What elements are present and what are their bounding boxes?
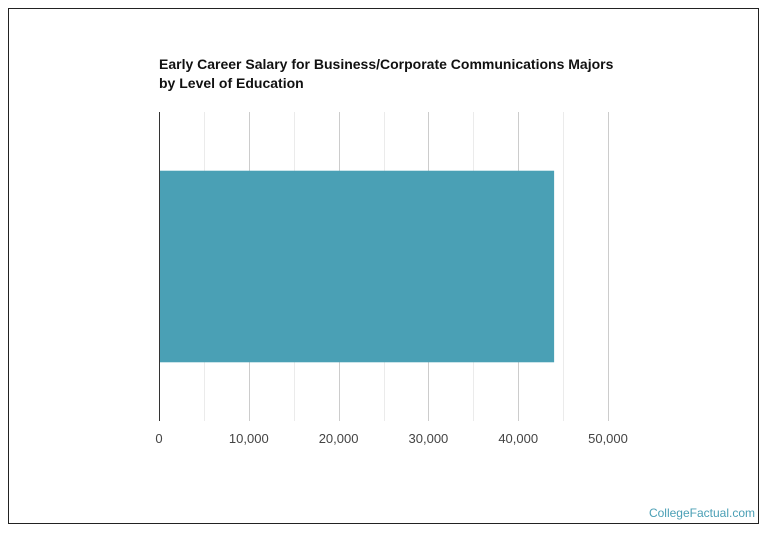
watermark-text[interactable]: CollegeFactual.com	[648, 506, 755, 520]
chart-title: Early Career Salary for Business/Corpora…	[159, 56, 614, 91]
x-tick-label-1: 10,000	[229, 431, 269, 446]
x-tick-label-5: 50,000	[588, 431, 628, 446]
bar-0	[159, 170, 555, 363]
x-tick-labels: 0 10,000 20,000 30,000 40,000 50,000	[155, 431, 628, 446]
bars	[159, 170, 555, 363]
x-tick-label-4: 40,000	[498, 431, 538, 446]
x-tick-label-3: 30,000	[409, 431, 449, 446]
x-tick-label-2: 20,000	[319, 431, 359, 446]
x-tick-label-0: 0	[155, 431, 162, 446]
